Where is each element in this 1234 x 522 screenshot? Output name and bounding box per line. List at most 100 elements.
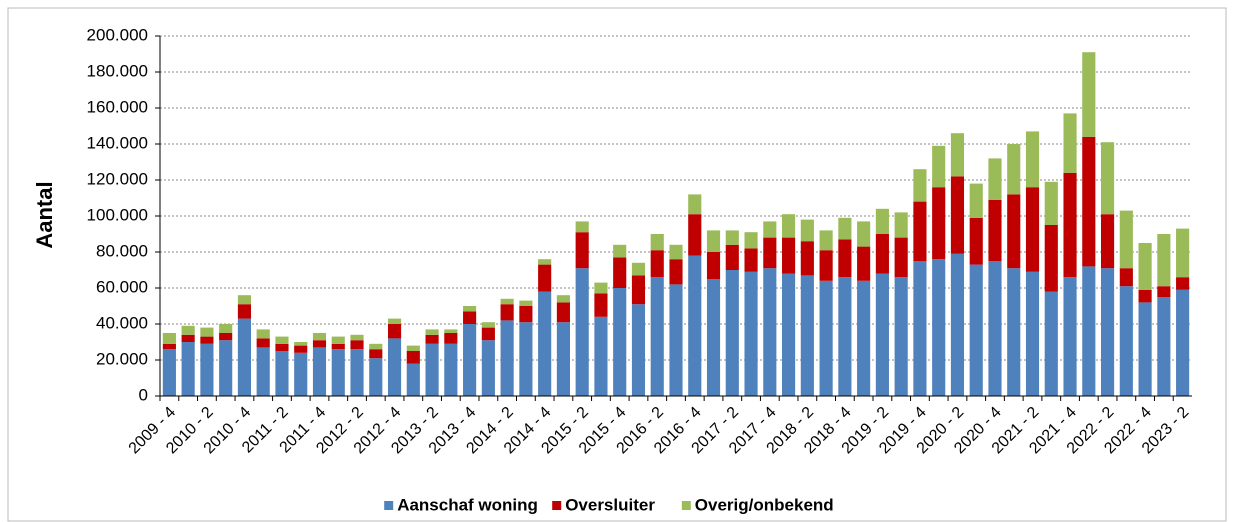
bar-segment xyxy=(800,241,814,276)
bar-segment xyxy=(237,318,252,396)
bar-segment xyxy=(387,338,402,396)
bar-segment xyxy=(857,280,871,396)
bar-segment xyxy=(594,316,608,396)
bar-segment xyxy=(556,302,570,323)
bar-segment xyxy=(838,239,852,278)
bar-segment xyxy=(425,334,439,344)
bar-segment xyxy=(763,221,777,238)
y-tick-label: 80.000 xyxy=(96,241,148,260)
bar-segment xyxy=(1082,266,1096,396)
bar-segment xyxy=(669,259,683,285)
bar-segment xyxy=(969,183,983,218)
bar-segment xyxy=(219,333,233,341)
bar-segment xyxy=(706,279,721,396)
bar-segment xyxy=(988,261,1002,396)
bar-segment xyxy=(500,298,514,305)
legend-label: Oversluiter xyxy=(565,495,655,514)
bar-segment xyxy=(744,232,758,249)
bar-segment xyxy=(631,262,646,276)
bar-segment xyxy=(481,340,495,396)
bar-segment xyxy=(500,304,514,321)
bar-segment xyxy=(613,257,627,288)
bar-segment xyxy=(913,169,927,202)
chart-frame xyxy=(7,7,1227,522)
bar-segment xyxy=(838,277,852,396)
bar-segment xyxy=(556,322,570,396)
y-tick-label: 20.000 xyxy=(96,349,148,368)
bar-segment xyxy=(594,282,608,294)
bar-segment xyxy=(481,322,495,328)
y-axis-label: Aantal xyxy=(32,181,57,248)
bar-segment xyxy=(838,217,852,240)
bar-segment xyxy=(706,252,721,279)
bar-segment xyxy=(1100,214,1115,269)
bar-segment xyxy=(725,230,739,245)
bar-segment xyxy=(1007,144,1021,195)
bar-segment xyxy=(575,232,589,269)
bar-segment xyxy=(688,194,702,215)
bar-segment xyxy=(519,300,533,306)
bar-segment xyxy=(294,345,308,353)
bar-segment xyxy=(744,271,758,396)
bar-segment xyxy=(950,253,965,396)
bar-segment xyxy=(200,336,214,344)
bar-segment xyxy=(1138,243,1152,290)
y-tick-label: 60.000 xyxy=(96,277,148,296)
bar-segment xyxy=(725,270,739,396)
y-tick-label: 0 xyxy=(139,385,148,404)
bar-segment xyxy=(763,237,777,269)
bar-segment xyxy=(950,133,965,177)
bar-segment xyxy=(594,293,608,317)
bar-segment xyxy=(744,248,758,272)
legend-swatch xyxy=(681,501,691,510)
bar-segment xyxy=(706,230,721,252)
bar-segment xyxy=(819,250,833,281)
bar-segment xyxy=(463,306,477,312)
bar-segment xyxy=(444,343,458,396)
bar-segment xyxy=(688,214,702,256)
bar-segment xyxy=(819,280,833,396)
bar-segment xyxy=(782,273,796,396)
bar-segment xyxy=(312,340,327,348)
bar-segment xyxy=(275,351,289,396)
bar-segment xyxy=(1025,271,1040,396)
bar-segment xyxy=(331,336,345,344)
bar-segment xyxy=(1176,228,1190,278)
bar-segment xyxy=(350,334,364,341)
legend-label: Overig/onbekend xyxy=(695,495,834,514)
bar-segment xyxy=(500,320,514,396)
bar-segment xyxy=(650,234,664,251)
bar-segment xyxy=(538,264,552,292)
bar-segment xyxy=(162,349,176,396)
bar-segment xyxy=(387,318,402,324)
bar-segment xyxy=(387,324,402,339)
bar-segment xyxy=(256,329,270,339)
bar-segment xyxy=(875,208,889,234)
bar-segment xyxy=(1063,113,1077,173)
bar-segment xyxy=(275,343,289,351)
bar-segment xyxy=(1063,277,1077,396)
bar-segment xyxy=(237,304,252,319)
bar-segment xyxy=(800,219,814,242)
bar-segment xyxy=(575,268,589,396)
bar-segment xyxy=(219,324,233,333)
bar-segment xyxy=(950,176,965,254)
bar-segment xyxy=(782,237,796,274)
bar-segment xyxy=(312,333,327,341)
bar-segment xyxy=(1119,268,1133,287)
bar-segment xyxy=(1082,136,1096,267)
bar-segment xyxy=(763,268,777,396)
bar-segment xyxy=(1157,234,1171,287)
y-tick-label: 100.000 xyxy=(87,205,148,224)
bar-segment xyxy=(444,333,458,344)
bar-segment xyxy=(538,259,552,265)
bar-segment xyxy=(519,322,533,396)
bar-segment xyxy=(369,358,383,396)
bar-segment xyxy=(650,250,664,278)
bar-segment xyxy=(200,343,214,396)
bar-segment xyxy=(406,351,420,364)
y-tick-label: 140.000 xyxy=(87,133,148,152)
bar-segment xyxy=(1044,181,1058,225)
bar-segment xyxy=(650,277,664,396)
